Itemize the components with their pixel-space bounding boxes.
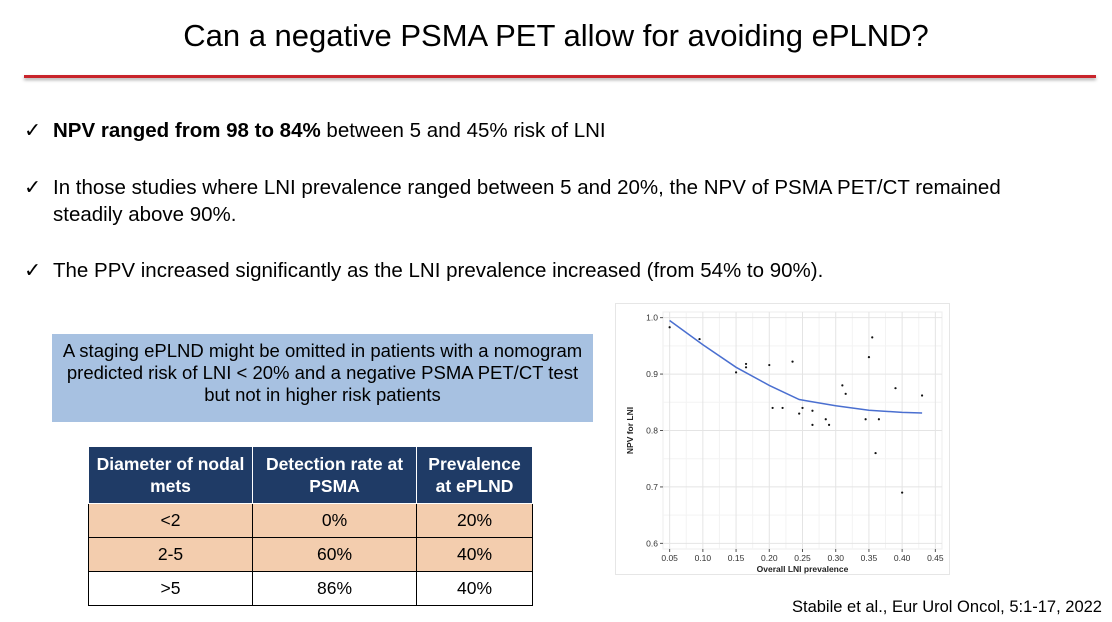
- table-cell: 86%: [253, 572, 417, 606]
- x-tick-label: 0.10: [695, 553, 712, 563]
- data-point: [871, 336, 873, 338]
- x-tick-label: 0.40: [894, 553, 911, 563]
- table-cell: 40%: [417, 538, 533, 572]
- checkmark-icon: ✓: [24, 174, 41, 201]
- data-point: [841, 384, 843, 386]
- data-point: [801, 407, 803, 409]
- y-tick-label: 1.0: [646, 313, 658, 323]
- data-point: [901, 491, 903, 493]
- data-point: [772, 407, 774, 409]
- table-cell: >5: [89, 572, 253, 606]
- data-point: [811, 410, 813, 412]
- data-point: [921, 394, 923, 396]
- data-point: [828, 424, 830, 426]
- x-tick-label: 0.05: [661, 553, 678, 563]
- y-tick-label: 0.8: [646, 426, 658, 436]
- data-point: [781, 407, 783, 409]
- table-cell: 20%: [417, 504, 533, 538]
- data-point: [768, 364, 770, 366]
- data-point: [798, 412, 800, 414]
- y-tick-label: 0.9: [646, 369, 658, 379]
- x-axis-label: Overall LNI prevalence: [757, 564, 849, 574]
- y-tick-label: 0.7: [646, 482, 658, 492]
- slide-title: Can a negative PSMA PET allow for avoidi…: [0, 18, 1112, 54]
- citation: Stabile et al., Eur Urol Oncol, 5:1-17, …: [792, 598, 1102, 617]
- data-point: [825, 418, 827, 420]
- table-row: 2-5 60% 40%: [89, 538, 533, 572]
- data-point: [878, 418, 880, 420]
- x-tick-label: 0.35: [861, 553, 878, 563]
- table-header-row: Diameter of nodal mets Detection rate at…: [89, 447, 533, 504]
- data-point: [811, 424, 813, 426]
- x-tick-label: 0.25: [794, 553, 811, 563]
- table-row: >5 86% 40%: [89, 572, 533, 606]
- bullet-bold-text: NPV ranged from 98 to 84%: [53, 119, 321, 142]
- bullet-text: between 5 and 45% risk of LNI: [321, 119, 606, 142]
- x-tick-label: 0.45: [927, 553, 944, 563]
- data-point: [745, 366, 747, 368]
- chart-svg: 0.05 0.10 0.15 0.20 0.25 0.30 0.35 0.40 0.45 0.6 0…: [616, 304, 949, 574]
- data-point: [791, 361, 793, 363]
- x-tick-label: 0.15: [728, 553, 745, 563]
- conclusion-callout: A staging ePLND might be omitted in pati…: [52, 334, 593, 422]
- data-point: [845, 393, 847, 395]
- table-cell: 60%: [253, 538, 417, 572]
- checkmark-icon: ✓: [24, 257, 41, 284]
- column-header: Diameter of nodal mets: [89, 447, 253, 504]
- bullet-text: The PPV increased significantly as the L…: [53, 257, 1093, 284]
- data-point: [868, 356, 870, 358]
- y-tick-label: 0.6: [646, 538, 658, 548]
- table-cell: 2-5: [89, 538, 253, 572]
- title-divider: [24, 75, 1096, 78]
- x-tick-label: 0.20: [761, 553, 778, 563]
- x-tick-label: 0.30: [827, 553, 844, 563]
- table-cell: <2: [89, 504, 253, 538]
- data-point: [698, 338, 700, 340]
- data-point: [894, 387, 896, 389]
- checkmark-icon: ✓: [24, 117, 41, 144]
- data-point: [745, 363, 747, 365]
- data-point: [865, 418, 867, 420]
- npv-scatter-chart: 0.05 0.10 0.15 0.20 0.25 0.30 0.35 0.40 0.45 0.6 0…: [615, 303, 950, 575]
- table-row: <2 0% 20%: [89, 504, 533, 538]
- data-point: [669, 326, 671, 328]
- y-axis-label: NPV for LNI: [625, 407, 635, 454]
- data-point: [874, 452, 876, 454]
- nodal-mets-table: Diameter of nodal mets Detection rate at…: [88, 446, 533, 606]
- data-point: [735, 371, 737, 373]
- table-cell: 40%: [417, 572, 533, 606]
- column-header: Prevalence at ePLND: [417, 447, 533, 504]
- column-header: Detection rate at PSMA: [253, 447, 417, 504]
- table-cell: 0%: [253, 504, 417, 538]
- bullet-text: In those studies where LNI prevalence ra…: [53, 174, 1053, 228]
